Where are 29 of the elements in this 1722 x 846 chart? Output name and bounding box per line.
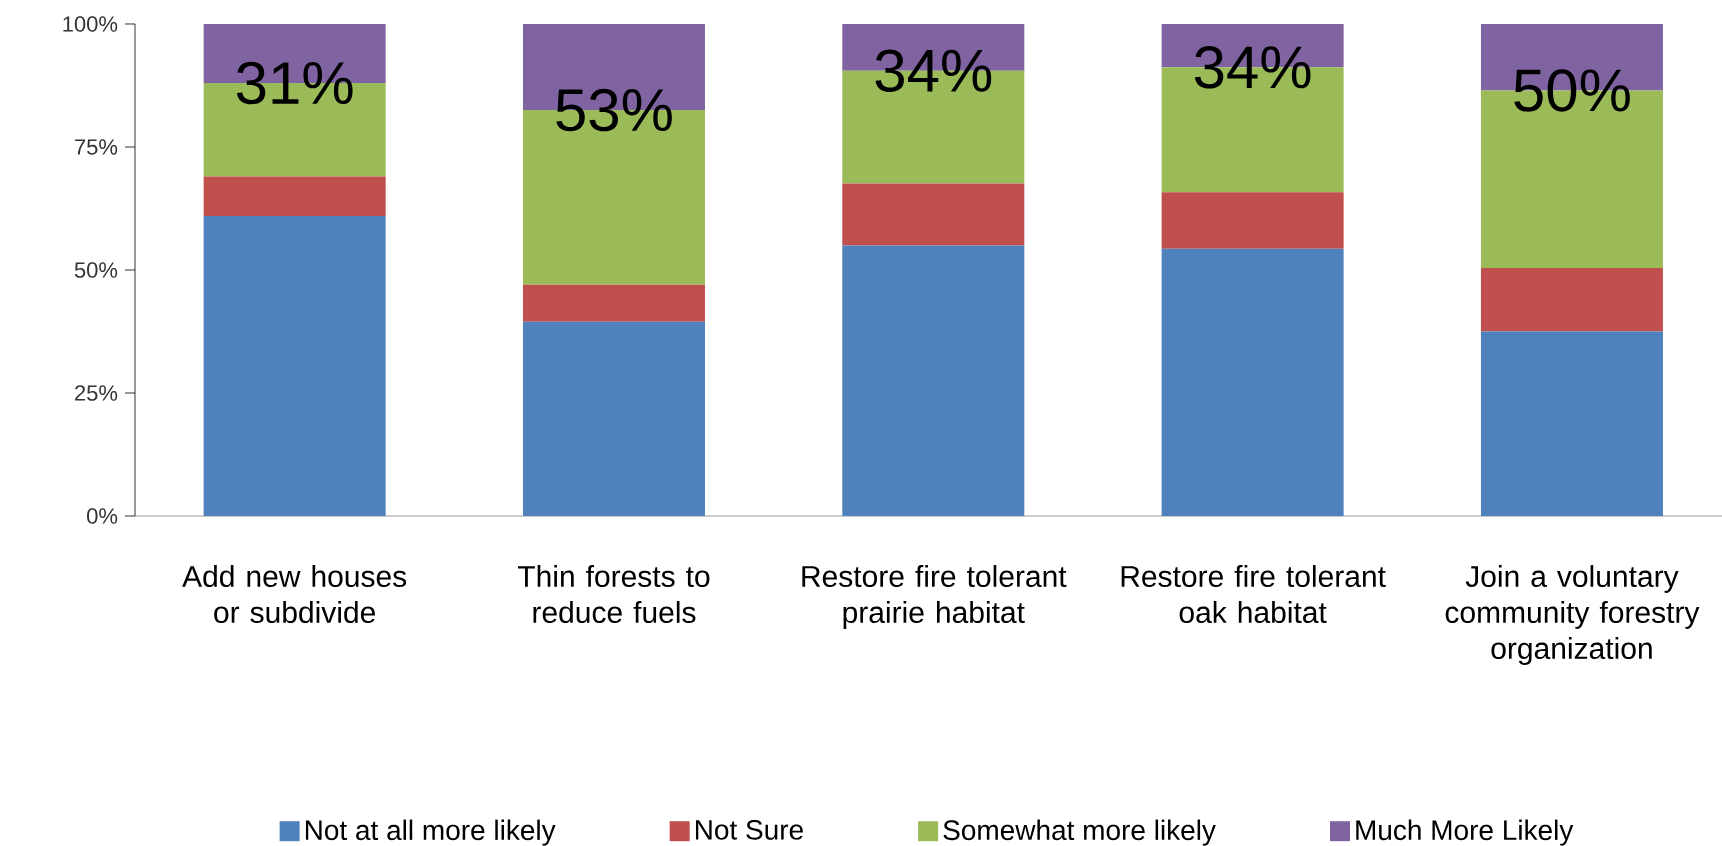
x-tick-label: Join a voluntary community forestry organization [1445,565,1700,665]
bar [1161,248,1344,516]
annotation: 34% [875,49,992,92]
y-tick-label: 0% [87,508,118,524]
bar [203,215,386,516]
x-tick-label: Restore fire tolerant oak habitat [1121,565,1386,624]
bar [842,245,1025,516]
annotation: 34% [1194,46,1311,89]
bar [522,284,705,322]
bar [203,176,386,216]
legend-label: Not Sure [695,819,803,840]
bar [842,183,1025,246]
x-tick-label: Add new houses or subdivide [182,565,407,624]
y-tick-label: 50% [74,262,118,278]
bar [1161,192,1344,249]
x-tick-label: Restore fire tolerant prairie habitat [802,565,1067,629]
legend-label: Not at all more likely [305,819,556,846]
annotation: 53% [556,88,672,132]
bar [1480,268,1663,332]
annotation: 50% [1514,69,1630,112]
x-tick-label: Thin forests to reduce fuels [517,565,710,624]
annotation: 31% [236,61,353,105]
y-tick-label: 100% [63,16,118,32]
y-tick-label: 25% [75,385,118,401]
legend-label: Much More Likely [1356,819,1574,846]
bar [522,321,705,516]
legend-label: Somewhat more likely [943,819,1216,846]
bar [1480,331,1663,516]
y-tick-label: 75% [75,139,118,155]
